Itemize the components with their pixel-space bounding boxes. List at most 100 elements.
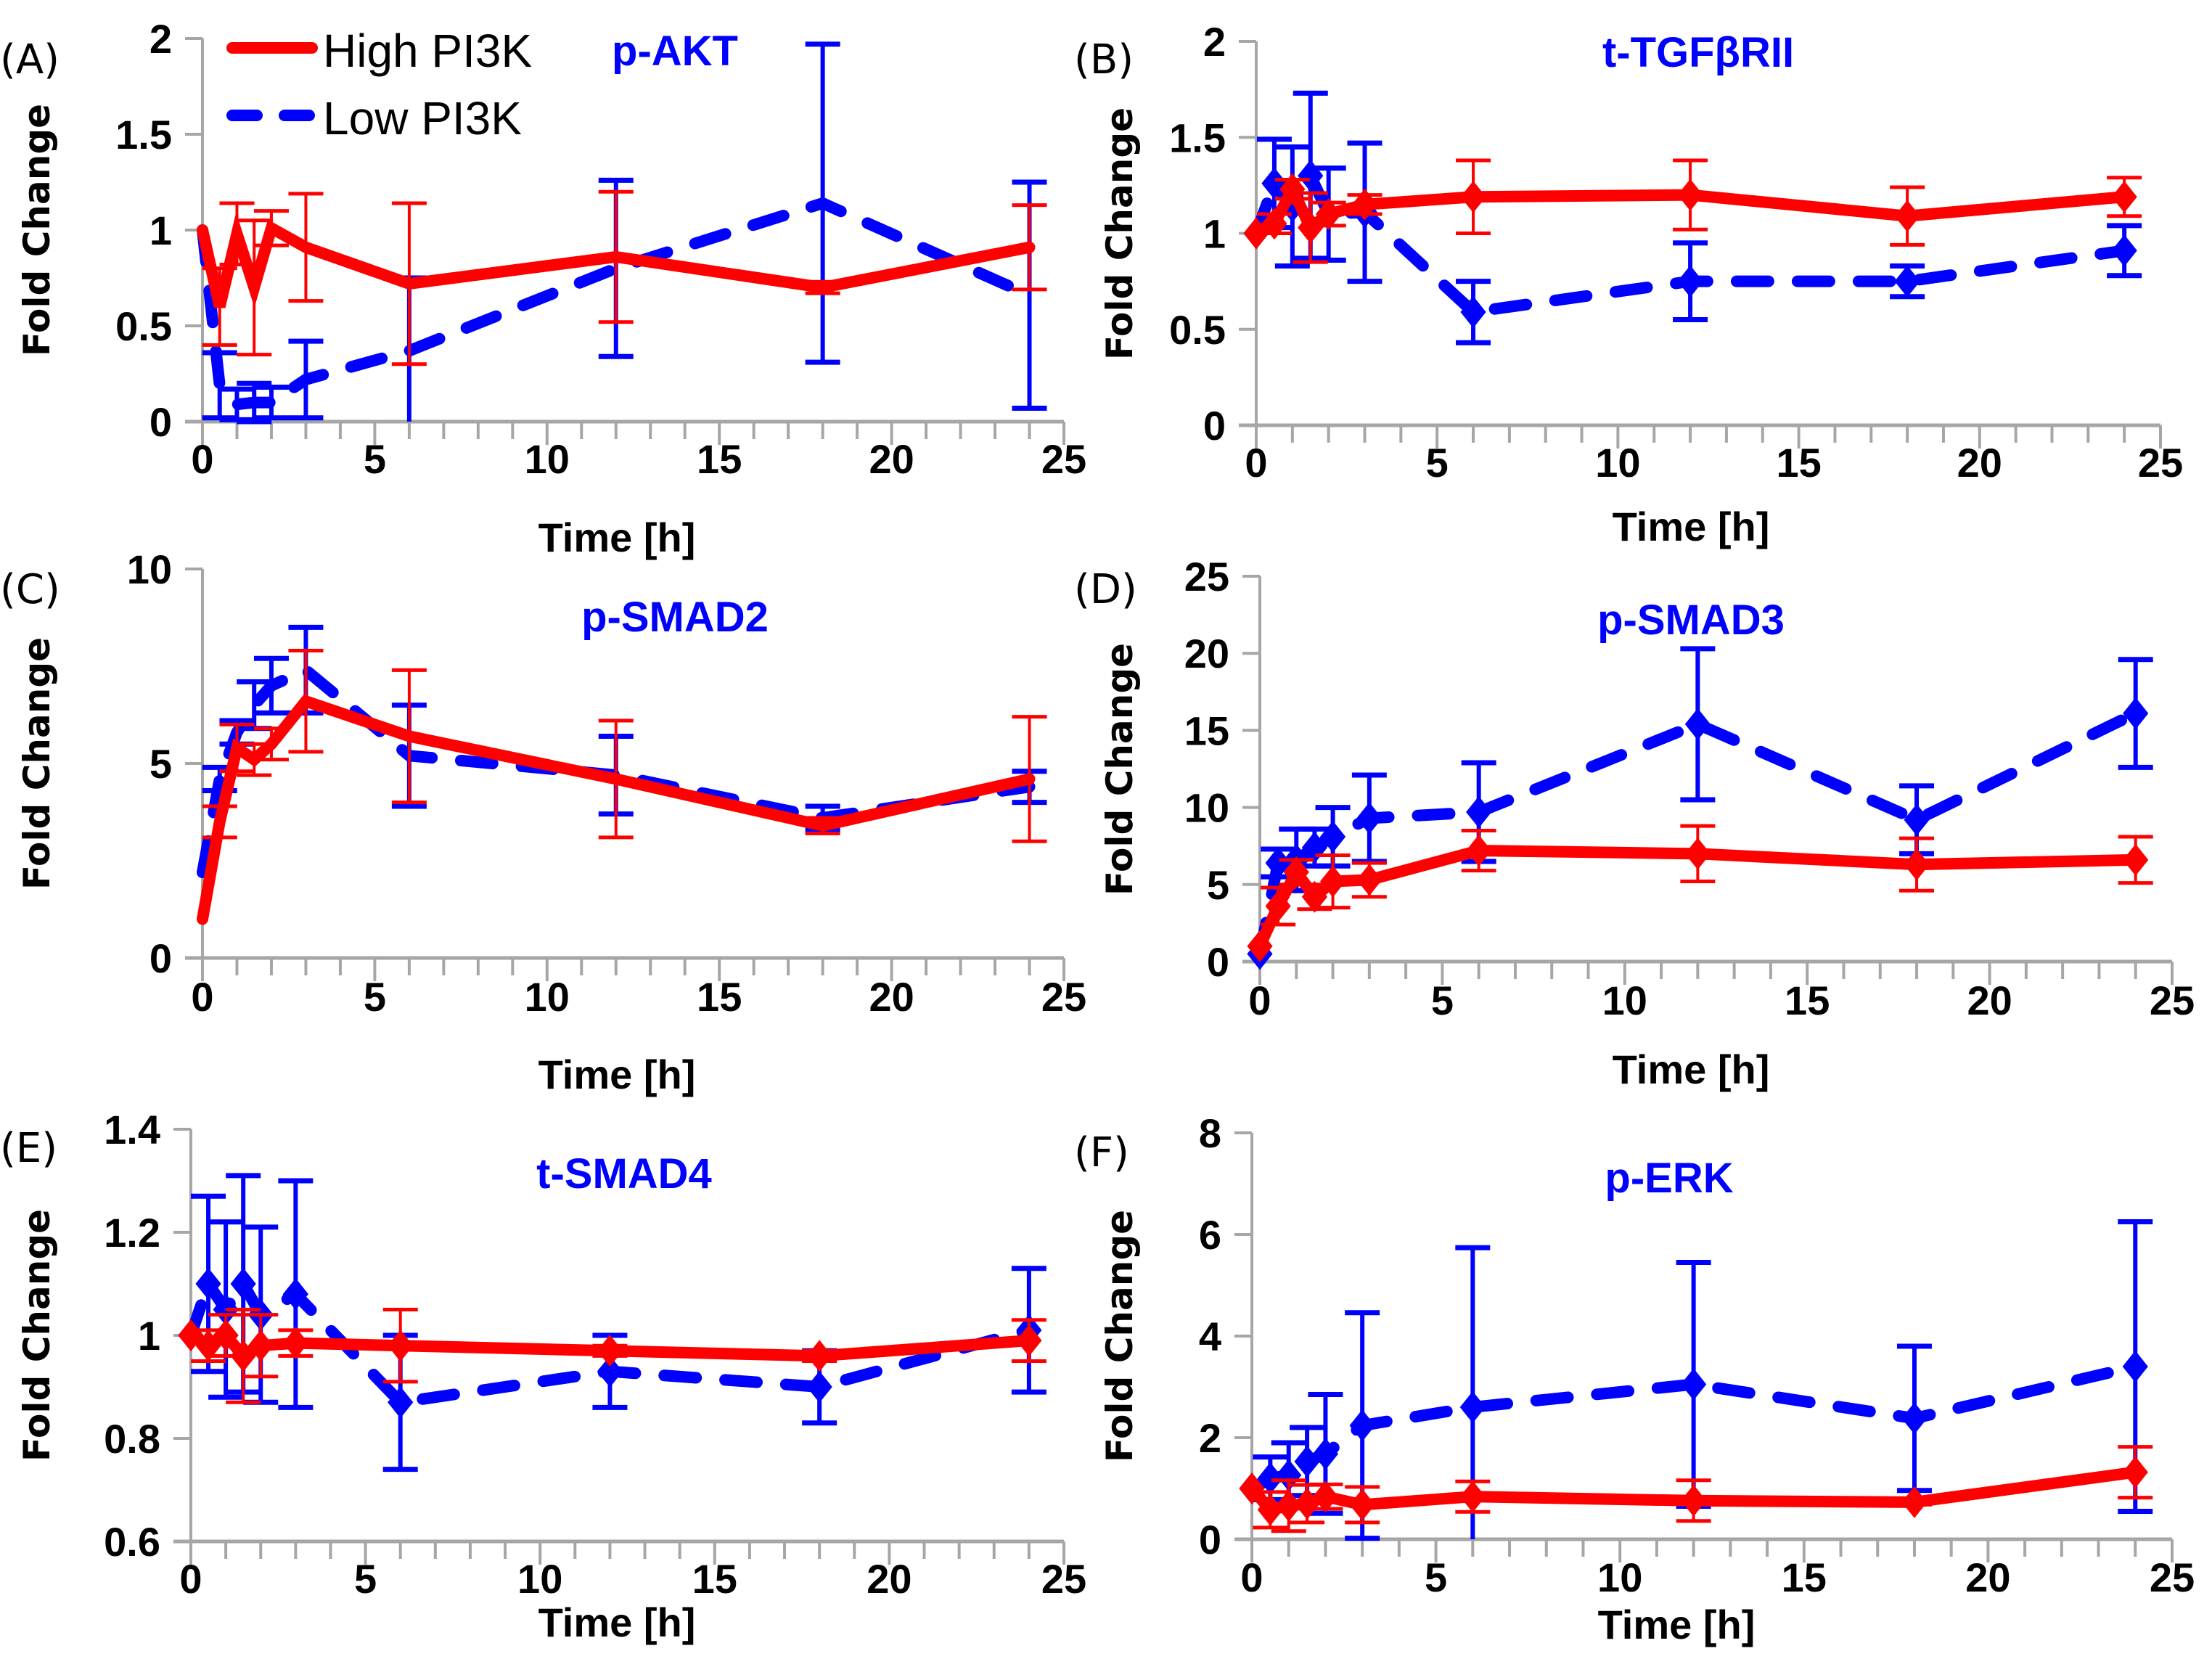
x-tick-label: 15 — [1785, 978, 1830, 1023]
data-point-marker — [195, 1330, 221, 1362]
data-point-marker — [1460, 295, 1486, 328]
x-tick-label: 15 — [1782, 1555, 1827, 1600]
y-tick-label: 5 — [149, 741, 172, 787]
x-tick-label: 5 — [364, 974, 386, 1020]
y-axis-title: Fold Change — [1099, 1210, 1141, 1462]
x-tick-label: 10 — [517, 1556, 562, 1602]
data-point-marker — [1684, 708, 1711, 740]
y-tick-label: 4 — [1199, 1314, 1221, 1359]
y-tick-label: 10 — [127, 546, 172, 592]
data-point-marker — [1265, 890, 1291, 922]
series-low-pi3k — [178, 1173, 1046, 1473]
data-point-marker — [1276, 1489, 1302, 1522]
x-tick-label: 5 — [1425, 1555, 1447, 1600]
series-line — [1250, 176, 2131, 239]
data-point-marker — [1677, 179, 1703, 211]
data-point-marker — [597, 1335, 623, 1367]
series-low-pi3k — [1247, 646, 2153, 970]
data-point-marker — [1894, 200, 1920, 232]
x-tick-label: 0 — [191, 436, 213, 482]
y-tick-label: 2 — [149, 16, 172, 62]
y-tick-label: 0 — [1199, 1517, 1221, 1562]
panel-letter: (D) — [1074, 566, 1137, 613]
data-point-marker — [1349, 1409, 1375, 1442]
data-point-marker — [1257, 1462, 1283, 1494]
y-tick-label: 1.5 — [1169, 115, 1226, 160]
series-high-pi3k — [1239, 1445, 2153, 1533]
data-point-marker — [1298, 160, 1324, 192]
y-axis-title: Fold Change — [1099, 643, 1141, 896]
x-tick-label: 10 — [1602, 978, 1647, 1023]
data-point-marker — [1316, 198, 1342, 231]
y-tick-label: 1 — [138, 1313, 160, 1359]
data-point-marker — [2111, 234, 2137, 267]
x-tick-label: 15 — [697, 436, 742, 482]
x-tick-label: 0 — [191, 974, 213, 1020]
legend: High PI3K Low PI3K — [226, 25, 532, 144]
data-point-marker — [1904, 848, 1930, 881]
data-point-marker — [213, 1293, 239, 1326]
series-high-pi3k — [197, 649, 1047, 925]
data-point-marker — [230, 1340, 256, 1372]
data-point-marker — [230, 1268, 256, 1300]
data-point-marker — [1279, 173, 1306, 205]
x-tick-label: 5 — [1426, 440, 1449, 486]
data-point-marker — [1356, 802, 1382, 835]
y-tick-label: 0 — [149, 399, 172, 445]
x-tick-label: 5 — [364, 436, 386, 482]
data-point-marker — [282, 1327, 308, 1359]
y-tick-label: 0 — [1207, 939, 1229, 985]
x-tick-label: 15 — [697, 974, 742, 1020]
series-line — [197, 212, 1036, 308]
data-point-marker — [1894, 265, 1920, 298]
y-tick-label: 1.5 — [115, 112, 172, 157]
x-axis-title: Time [h] — [1598, 1602, 1756, 1647]
x-tick-label: 25 — [1041, 1556, 1086, 1602]
data-point-marker — [1349, 1488, 1375, 1521]
x-tick-label: 25 — [2138, 440, 2183, 486]
y-axis-title: Fold Change — [1099, 107, 1141, 360]
data-point-marker — [1356, 864, 1382, 896]
panel-letter: (E) — [0, 1125, 57, 1172]
series-high-pi3k — [1243, 158, 2142, 264]
y-tick-label: 8 — [1199, 1110, 1221, 1156]
data-point-marker — [1261, 167, 1287, 200]
data-point-marker — [1312, 1480, 1339, 1513]
chart-panel-p-erk: (F) p-ERK 0 2 4 6 8 0 5 10 15 20 25 Time [h] Fold Chan… — [1074, 1110, 2195, 1647]
data-point-marker — [1319, 820, 1346, 853]
x-tick-label: 15 — [1776, 440, 1821, 486]
data-point-marker — [2123, 843, 2149, 876]
x-axis-title: Time [h] — [538, 515, 696, 560]
x-tick-label: 25 — [2150, 1555, 2195, 1600]
data-point-marker — [1466, 835, 1492, 867]
x-tick-label: 5 — [354, 1556, 377, 1602]
y-tick-label: 1.4 — [104, 1107, 160, 1152]
x-axis-title: Time [h] — [1613, 504, 1770, 549]
panel-letter: (C) — [0, 566, 60, 613]
chart-title: p-ERK — [1605, 1155, 1733, 1202]
x-tick-label: 25 — [1041, 974, 1086, 1020]
y-tick-label: 0.8 — [104, 1416, 160, 1462]
data-point-marker — [1459, 1391, 1486, 1423]
x-tick-label: 0 — [179, 1556, 202, 1602]
data-point-marker — [1681, 1484, 1707, 1517]
legend-item-high-pi3k: High PI3K — [226, 25, 532, 77]
data-point-marker — [1283, 856, 1309, 888]
y-tick-label: 10 — [1184, 785, 1229, 831]
data-point-marker — [1351, 188, 1378, 221]
data-point-marker — [1276, 1459, 1302, 1491]
data-point-marker — [247, 1330, 274, 1362]
panel-letter: (B) — [1074, 36, 1134, 83]
chart-panel-t-smad4: (E) t-SMAD4 0.6 0.8 1 1.2 1.4 0 5 10 15 20 25 Time [h… — [0, 1107, 1086, 1645]
chart-panel-p-smad3: (D) p-SMAD3 0 5 10 15 20 25 0 5 10 15 20 25 Time [h] Fo… — [1074, 554, 2195, 1092]
x-axis-title: Time [h] — [1613, 1047, 1770, 1092]
chart-title: t-SMAD4 — [536, 1150, 712, 1197]
x-tick-label: 25 — [1041, 436, 1086, 482]
y-tick-label: 0 — [149, 935, 172, 981]
panel-letter: (F) — [1074, 1129, 1129, 1176]
x-tick-label: 20 — [1967, 978, 2012, 1023]
data-point-marker — [2123, 697, 2149, 730]
y-tick-label: 20 — [1184, 631, 1229, 676]
